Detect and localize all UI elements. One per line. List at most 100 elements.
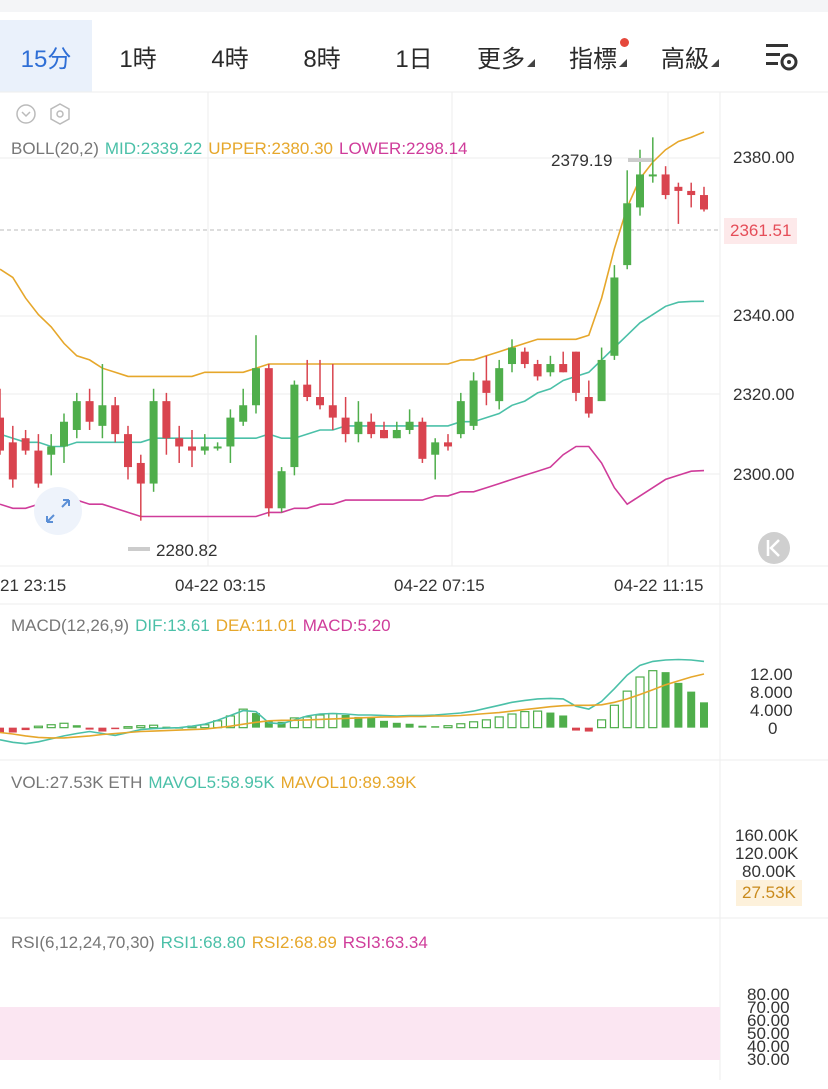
macd-bar: [546, 712, 555, 728]
current-vol-tag: 27.53K: [736, 880, 802, 906]
macd-title: MACD(12,26,9): [11, 616, 130, 635]
candle-body: [264, 368, 273, 509]
macd-bar: [277, 721, 286, 728]
rsi-tick: 80.00: [747, 985, 790, 1004]
candles: [0, 137, 708, 521]
boll-legend: BOLL(20,2) MID:2339.22 UPPER:2380.30 LOWER:…: [11, 139, 474, 159]
macd-bar: [21, 727, 30, 731]
macd-bar: [584, 727, 593, 732]
tab-15m[interactable]: 15分: [0, 20, 92, 92]
macd-lines: [0, 658, 705, 745]
macd-bar: [46, 724, 56, 729]
rewind-to-latest-icon[interactable]: [758, 532, 790, 564]
candle-body: [418, 421, 427, 459]
candle-body: [213, 446, 222, 449]
current-price-tag: 2361.51: [724, 218, 798, 244]
macd-value: MACD:5.20: [302, 616, 391, 635]
candle-body: [623, 203, 632, 266]
more-label: 更多: [477, 45, 525, 73]
candle-body: [495, 368, 504, 402]
candle-body: [188, 446, 196, 451]
price-tick: 2300.00: [733, 465, 795, 484]
macd-bar: [328, 712, 338, 729]
macd-bar: [289, 717, 299, 729]
tab-4h[interactable]: 4時: [211, 45, 249, 73]
macd-bar: [572, 727, 580, 731]
timeframe-bar: 15分 1時 4時 8時 1日 更多 指標 高級: [0, 20, 828, 92]
gear-hex-icon[interactable]: [50, 103, 70, 125]
macd-dea: DEA:11.01: [215, 616, 297, 635]
candle-body: [431, 442, 440, 455]
vol-tick: 120.00K: [735, 844, 799, 863]
macd-bar: [609, 704, 620, 729]
macd-bar: [302, 716, 312, 729]
more-menu[interactable]: 更多: [460, 20, 552, 92]
candle-body: [533, 364, 542, 377]
macd-bar: [380, 720, 388, 728]
boll-upper: UPPER:2380.30: [208, 139, 333, 158]
candle-body: [520, 351, 529, 365]
caret-icon: [527, 59, 535, 67]
macd-bar: [494, 716, 504, 729]
time-label: 04-22 11:15: [614, 576, 704, 595]
macd-bar: [456, 723, 466, 729]
time-label: 21 23:15: [0, 576, 67, 595]
candle-body: [482, 380, 491, 393]
advanced-menu[interactable]: 高級: [644, 20, 736, 92]
macd-bar: [687, 691, 696, 728]
settings-sliders-icon[interactable]: [760, 38, 800, 74]
macd-histogram: [0, 670, 708, 733]
candle-body: [239, 405, 248, 422]
tab-1h[interactable]: 1時: [119, 45, 157, 73]
price-tick: 2380.00: [733, 148, 795, 167]
boll-lines: [0, 131, 705, 518]
candle-body: [316, 397, 324, 406]
vol-tick: 160.00K: [735, 826, 799, 845]
candle-body: [687, 190, 696, 196]
candle-body: [392, 429, 401, 439]
macd-dif-line: [0, 658, 705, 745]
rsi-tick: 50.00: [747, 1024, 790, 1043]
chevron-down-circle-icon[interactable]: [16, 104, 36, 124]
macd-bar: [596, 719, 607, 729]
expand-arrows-icon[interactable]: [34, 487, 82, 535]
candle-body: [559, 364, 568, 373]
candle-body: [111, 405, 120, 435]
macd-bar: [418, 725, 427, 728]
candle-body: [60, 421, 68, 447]
boll-upper-line: [0, 131, 705, 378]
tab-1d[interactable]: 1日: [395, 45, 433, 73]
candle-body: [175, 438, 184, 447]
boll-mid: MID:2339.22: [104, 139, 203, 158]
price-tick: 2320.00: [733, 385, 795, 404]
candle-body: [149, 401, 158, 484]
boll-lower-line: [0, 445, 705, 518]
vol-mavol10: MAVOL10:89.39K: [280, 773, 417, 792]
candle-body: [610, 277, 619, 356]
candle-body: [200, 446, 209, 451]
macd-bar: [392, 722, 401, 728]
candle-body: [367, 421, 376, 435]
macd-bar: [59, 722, 69, 729]
candle-body: [8, 442, 17, 480]
macd-bar: [72, 725, 81, 728]
candle-body: [0, 417, 4, 451]
candle-body: [648, 174, 657, 177]
indicators-menu[interactable]: 指標: [552, 20, 644, 92]
macd-dif: DIF:13.61: [135, 616, 210, 635]
candle-body: [328, 405, 337, 418]
tab-8h[interactable]: 8時: [303, 45, 341, 73]
candle-body: [456, 401, 465, 435]
macd-bar: [136, 725, 146, 729]
macd-bar: [443, 725, 453, 729]
vol-tick: 80.00K: [742, 862, 796, 881]
macd-bar: [405, 723, 414, 728]
candle-body: [303, 384, 312, 398]
rsi-rsi3: RSI3:63.34: [342, 933, 428, 952]
candle-body: [124, 434, 132, 468]
macd-bar: [149, 724, 159, 729]
rsi-rsi2: RSI2:68.89: [251, 933, 337, 952]
time-label: 04-22 03:15: [175, 576, 266, 595]
candle-body: [252, 368, 260, 406]
